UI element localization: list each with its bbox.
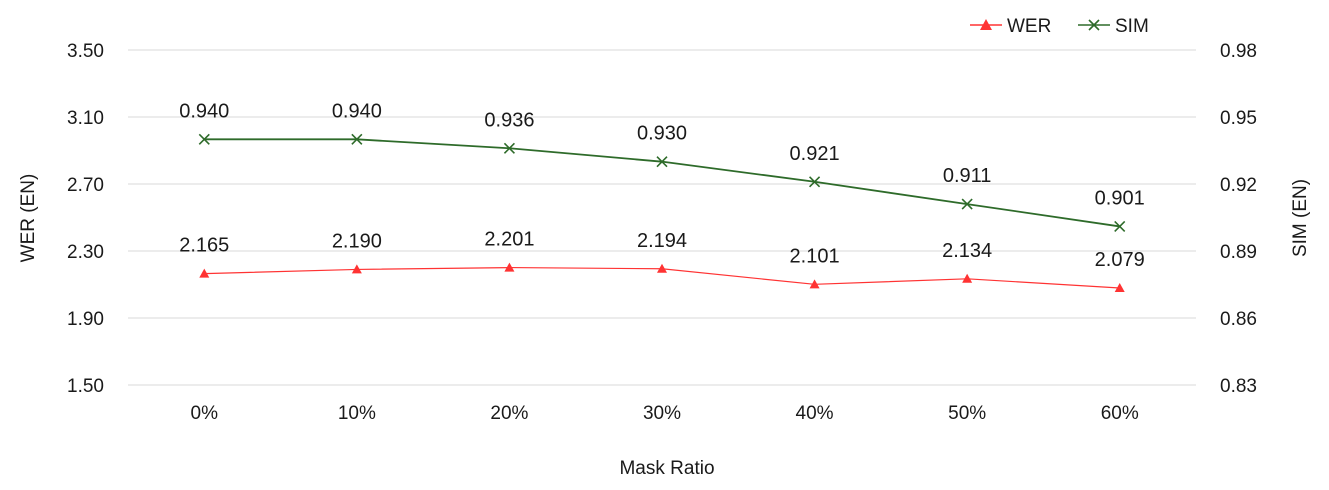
legend-sim-marker (1088, 19, 1100, 31)
wer-data-label: 2.101 (790, 245, 840, 267)
sim-data-label: 0.940 (179, 100, 229, 122)
sim-point (503, 142, 515, 154)
legend-wer-label: WER (1007, 16, 1051, 37)
wer-point (504, 262, 515, 272)
sim-point (961, 198, 973, 210)
x-axis-title: Mask Ratio (619, 458, 714, 479)
sim-data-label: 0.940 (332, 100, 382, 122)
left-axis-title: WER (EN) (18, 174, 39, 263)
wer-point (962, 273, 973, 283)
sim-point (656, 156, 668, 168)
x-axis-tick-label: 0% (191, 403, 219, 424)
data-labels: 2.165 2.190 2.201 2.194 2.101 2.134 2.079 0.940… (179, 100, 1144, 271)
left-axis-tick-label: 1.50 (67, 376, 104, 397)
left-axis-tick-label: 2.70 (67, 175, 104, 196)
left-axis-tick-label: 2.30 (67, 242, 104, 263)
wer-data-label: 2.194 (637, 230, 687, 252)
legend: WER SIM (970, 16, 1149, 37)
sim-point (809, 176, 821, 188)
right-axis-tick-label: 0.86 (1220, 309, 1257, 330)
wer-data-label: 2.190 (332, 230, 382, 252)
wer-data-label: 2.134 (942, 240, 992, 262)
x-axis-ticks: 0% 10% 20% 30% 40% 50% 60% (191, 403, 1139, 424)
sim-data-label: 0.936 (484, 109, 534, 131)
sim-data-label: 0.901 (1095, 187, 1145, 209)
left-axis-tick-label: 1.90 (67, 309, 104, 330)
wer-data-label: 2.079 (1095, 249, 1145, 271)
wer-point (351, 264, 362, 274)
wer-point (657, 263, 667, 273)
right-axis-tick-label: 0.98 (1220, 41, 1257, 62)
wer-data-label: 2.165 (179, 235, 229, 257)
sim-data-label: 0.930 (637, 123, 687, 145)
right-axis-tick-label: 0.89 (1220, 242, 1257, 263)
left-axis-ticks: 1.50 1.90 2.30 2.70 3.10 3.50 (67, 41, 104, 397)
wer-point (809, 279, 820, 289)
wer-point (199, 268, 210, 278)
right-axis-ticks: 0.83 0.86 0.89 0.92 0.95 0.98 (1220, 41, 1257, 397)
sim-point (351, 133, 363, 145)
sim-data-label: 0.921 (790, 143, 840, 165)
x-axis-tick-label: 60% (1101, 403, 1139, 424)
x-axis-tick-label: 10% (338, 403, 376, 424)
series-layer (198, 133, 1126, 293)
left-axis-tick-label: 3.10 (67, 108, 104, 129)
x-axis-tick-label: 50% (948, 403, 986, 424)
legend-sim-label: SIM (1115, 16, 1149, 37)
x-axis-tick-label: 30% (643, 403, 681, 424)
sim-point (1114, 220, 1126, 232)
sim-point (198, 133, 210, 145)
wer-point (1114, 283, 1125, 293)
sim-data-label: 0.911 (943, 165, 992, 187)
right-axis-title: SIM (EN) (1290, 179, 1311, 257)
left-axis-tick-label: 3.50 (67, 41, 104, 62)
right-axis-tick-label: 0.92 (1220, 175, 1257, 196)
x-axis-tick-label: 40% (796, 403, 834, 424)
gridlines (128, 49, 1196, 386)
right-axis-tick-label: 0.83 (1220, 376, 1257, 397)
wer-data-label: 2.201 (484, 229, 534, 251)
right-axis-tick-label: 0.95 (1220, 108, 1257, 129)
x-axis-tick-label: 20% (490, 403, 528, 424)
legend-wer-marker (980, 19, 992, 30)
